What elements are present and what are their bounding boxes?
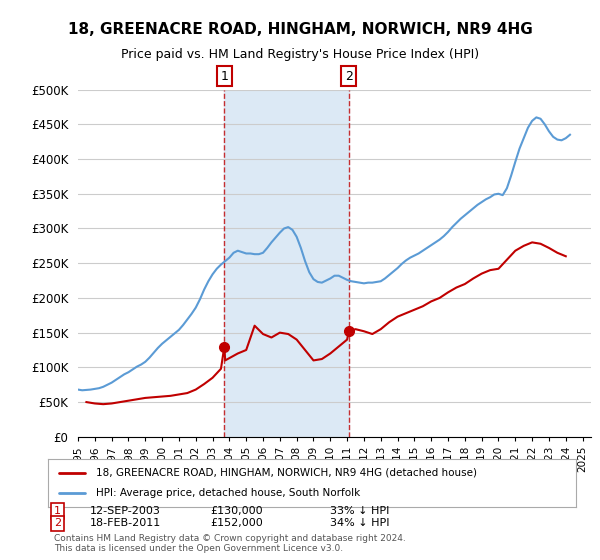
Text: 18, GREENACRE ROAD, HINGHAM, NORWICH, NR9 4HG (detached house): 18, GREENACRE ROAD, HINGHAM, NORWICH, NR… (95, 468, 476, 478)
Text: 1: 1 (220, 69, 228, 83)
Text: 2: 2 (54, 519, 61, 529)
Text: HPI: Average price, detached house, South Norfolk: HPI: Average price, detached house, Sout… (95, 488, 360, 498)
Text: 1: 1 (54, 506, 61, 516)
Text: £152,000: £152,000 (210, 519, 263, 529)
Text: Contains HM Land Registry data © Crown copyright and database right 2024.
This d: Contains HM Land Registry data © Crown c… (54, 534, 406, 553)
Text: 18, GREENACRE ROAD, HINGHAM, NORWICH, NR9 4HG: 18, GREENACRE ROAD, HINGHAM, NORWICH, NR… (68, 22, 532, 38)
Text: 34% ↓ HPI: 34% ↓ HPI (330, 519, 389, 529)
Text: Price paid vs. HM Land Registry's House Price Index (HPI): Price paid vs. HM Land Registry's House … (121, 48, 479, 60)
Text: £130,000: £130,000 (210, 506, 263, 516)
Text: 18-FEB-2011: 18-FEB-2011 (90, 519, 161, 529)
Bar (224, 90, 349, 437)
Text: 12-SEP-2003: 12-SEP-2003 (90, 506, 161, 516)
Text: 2: 2 (345, 69, 353, 83)
Text: 33% ↓ HPI: 33% ↓ HPI (330, 506, 389, 516)
